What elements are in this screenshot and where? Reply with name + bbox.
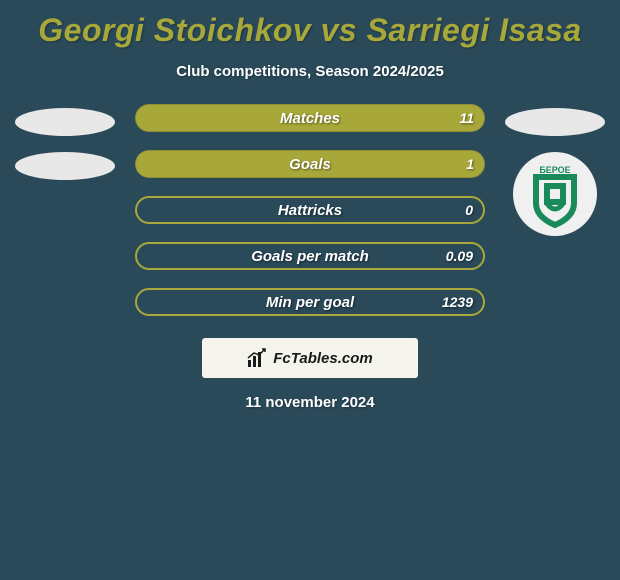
- stat-label: Goals per match: [251, 248, 369, 265]
- stat-label: Matches: [280, 110, 340, 127]
- stat-value: 0.09: [446, 248, 473, 264]
- stat-value: 11: [459, 110, 474, 126]
- club-badge: БЕРОЕ: [513, 152, 597, 236]
- stat-value: 1: [466, 156, 474, 172]
- brand-label: FcTables.com: [273, 350, 372, 367]
- stat-value: 1239: [442, 294, 473, 310]
- stat-bar: Hattricks 0: [135, 196, 485, 224]
- page-title: Georgi Stoichkov vs Sarriegi Isasa: [0, 0, 620, 49]
- right-badge-column: БЕРОЕ: [500, 104, 610, 236]
- svg-text:БЕРОЕ: БЕРОЕ: [539, 165, 570, 175]
- left-badge-column: [10, 104, 120, 180]
- player-badge-placeholder: [505, 108, 605, 136]
- stat-bar: Goals per match 0.09: [135, 242, 485, 270]
- stat-bars: Matches 11 Goals 1 Hattricks 0 Goals per match…: [135, 104, 485, 316]
- stat-label: Hattricks: [278, 202, 342, 219]
- stat-bar: Matches 11: [135, 104, 485, 132]
- brand-box[interactable]: FcTables.com: [202, 338, 418, 378]
- date-label: 11 november 2024: [0, 394, 620, 411]
- club-badge-placeholder: [15, 152, 115, 180]
- stat-bar: Min per goal 1239: [135, 288, 485, 316]
- beroe-shield-icon: БЕРОЕ: [520, 159, 590, 229]
- stat-label: Goals: [289, 156, 331, 173]
- stat-bar: Goals 1: [135, 150, 485, 178]
- subtitle: Club competitions, Season 2024/2025: [0, 63, 620, 80]
- stats-area: БЕРОЕ Matches 11 Goals 1 Hattricks 0 Goals per…: [0, 104, 620, 316]
- stat-label: Min per goal: [266, 294, 354, 311]
- chart-icon: [247, 348, 267, 368]
- player-badge-placeholder: [15, 108, 115, 136]
- stat-value: 0: [465, 202, 473, 218]
